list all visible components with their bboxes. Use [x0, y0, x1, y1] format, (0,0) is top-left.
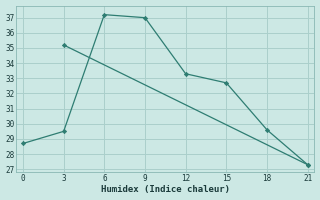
X-axis label: Humidex (Indice chaleur): Humidex (Indice chaleur) — [101, 185, 230, 194]
